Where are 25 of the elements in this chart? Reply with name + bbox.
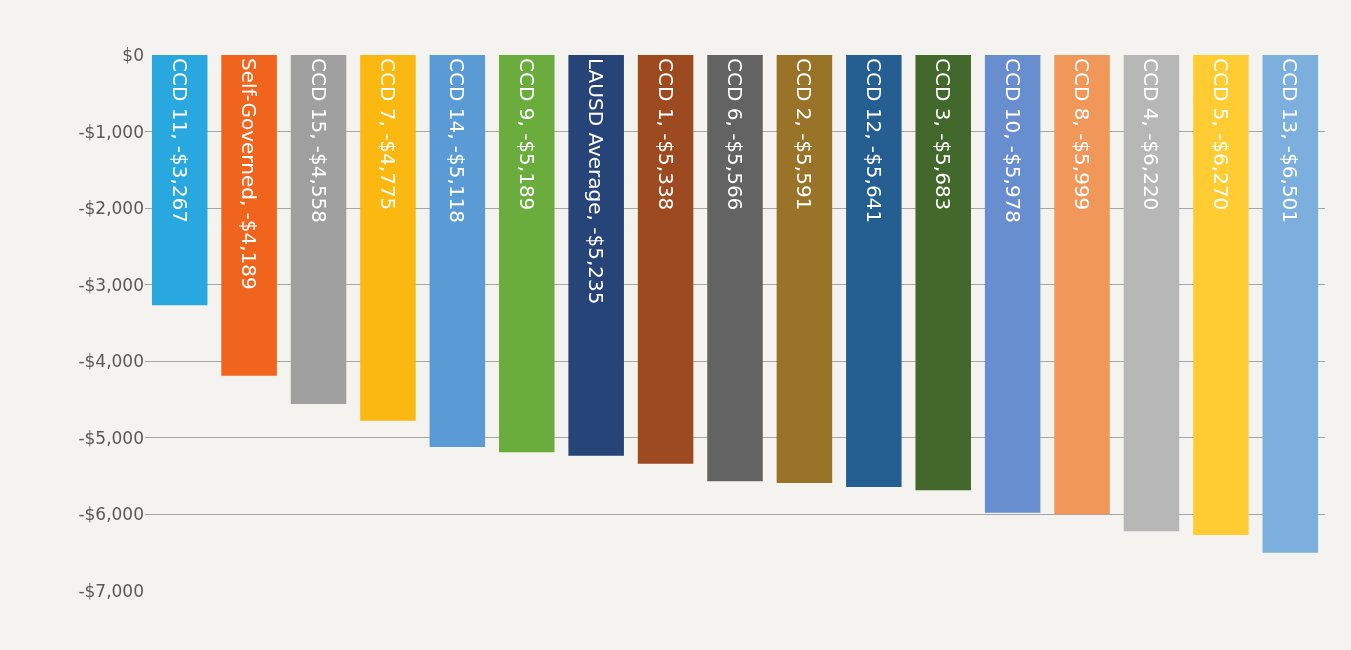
y-tick-label: -$1,000 [78, 121, 144, 142]
y-tick-label: -$7,000 [78, 580, 144, 601]
y-tick-label: -$5,000 [78, 427, 144, 448]
y-tick-label: -$4,000 [78, 351, 144, 372]
y-tick-label: -$3,000 [78, 274, 144, 295]
data-label: LAUSD Average, -$5,235 [584, 58, 609, 305]
y-tick-label: -$6,000 [78, 504, 144, 525]
data-label: CCD 10, -$5,978 [1000, 58, 1025, 224]
data-label: CCD 2, -$5,591 [792, 58, 817, 211]
data-label: Self-Governed, -$4,189 [237, 58, 262, 290]
data-label: CCD 1, -$5,338 [653, 58, 678, 211]
data-label: CCD 4, -$6,220 [1139, 58, 1164, 211]
data-label: CCD 5, -$6,270 [1208, 58, 1233, 211]
data-label: CCD 12, -$5,641 [861, 58, 886, 224]
data-label: CCD 8, -$5,999 [1070, 58, 1095, 211]
data-label: CCD 3, -$5,683 [931, 58, 956, 211]
data-label: CCD 13, -$6,501 [1278, 58, 1303, 224]
data-label: CCD 7, -$4,775 [375, 58, 400, 211]
y-tick-label: -$2,000 [78, 198, 144, 219]
data-label: CCD 15, -$4,558 [306, 58, 331, 224]
y-tick-label: $0 [122, 44, 144, 65]
data-label: CCD 14, -$5,118 [445, 58, 470, 224]
data-label: CCD 6, -$5,566 [723, 58, 747, 211]
data-label: CCD 9, -$5,189 [514, 58, 539, 211]
data-label: CCD 11, -$3,267 [167, 58, 192, 224]
